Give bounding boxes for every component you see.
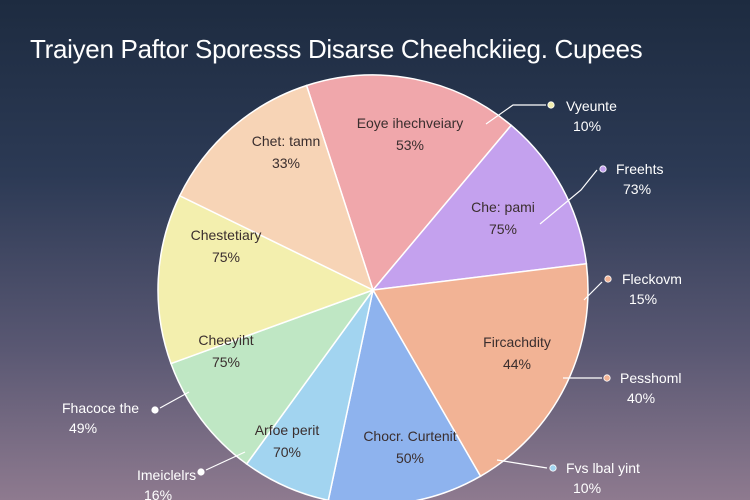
slice-value: 44%: [503, 356, 531, 372]
slice-label: Chet: tamn: [252, 133, 320, 149]
callout-marker: [603, 374, 611, 382]
slice-label: Fircachdity: [483, 334, 551, 350]
pie-slice-2: [371, 124, 588, 291]
callout-leader-line: [205, 451, 246, 471]
callout-value: 40%: [627, 390, 655, 406]
pie-slice-7: [157, 194, 375, 365]
callout-label: Freehts: [616, 161, 663, 177]
pie-slice-6: [170, 288, 376, 465]
slice-value: 53%: [396, 137, 424, 153]
callout-marker: [549, 464, 557, 472]
slice-value: 75%: [489, 221, 517, 237]
slice-value: 33%: [272, 155, 300, 171]
slice-label: Arfoe perit: [255, 422, 320, 438]
slice-value: 50%: [396, 450, 424, 466]
chart-title: Traiyen Paftor Sporesss Disarse Cheehcki…: [30, 34, 643, 64]
callout-value: 73%: [623, 181, 651, 197]
callout-label: Fhacoce the: [62, 400, 139, 416]
callout-label: Fleckovm: [622, 271, 682, 287]
callout-label: Pesshoml: [620, 370, 681, 386]
callout-label: Imeiclelrs: [137, 467, 196, 483]
slice-label: Chocr. Curtenit: [363, 428, 456, 444]
slice-labels: Eoye ihechveiary 53% Che: pami 75% Fircachdi…: [191, 115, 551, 466]
callout-value: 10%: [573, 118, 601, 134]
callout-leader-line: [539, 169, 598, 225]
callout-marker: [604, 275, 612, 283]
callout-value: 49%: [69, 420, 97, 436]
pie-slice-1: [305, 74, 513, 292]
callout-label: Vyeunte: [566, 98, 617, 114]
callout-leader-line: [496, 459, 548, 469]
slice-label: Eoye ihechveiary: [357, 115, 464, 131]
callout-leader-line: [583, 281, 603, 301]
pie-slice-4: [327, 287, 482, 500]
pie-slices: [157, 74, 589, 500]
callout-marker: [151, 406, 159, 414]
callout-value: 10%: [573, 480, 601, 496]
callout-label: Fvs lbal yint: [566, 460, 640, 476]
callout-marker: [197, 468, 205, 476]
callout-leader-line: [485, 104, 546, 125]
callout-leader-line: [159, 391, 190, 409]
slice-value: 75%: [212, 249, 240, 265]
slice-label: Che: pami: [471, 199, 535, 215]
slice-label: Cheeyiht: [198, 332, 253, 348]
callouts: Vyeunte 10% Freehts 73% Fleckovm 15% Pesshoml 4…: [62, 98, 682, 500]
pie-slice-8: [178, 84, 375, 292]
slice-value: 75%: [212, 354, 240, 370]
callout-value: 16%: [144, 487, 172, 500]
pie-slice-3: [371, 262, 589, 478]
slice-label: Chestetiary: [191, 227, 262, 243]
slice-value: 70%: [273, 444, 301, 460]
callout-marker: [599, 165, 607, 173]
callout-marker: [547, 101, 555, 109]
callout-value: 15%: [629, 291, 657, 307]
